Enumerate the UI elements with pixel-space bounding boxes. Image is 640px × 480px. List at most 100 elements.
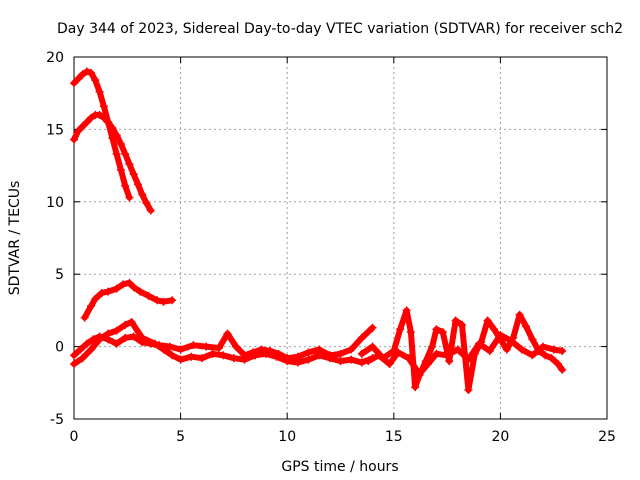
data-point bbox=[404, 354, 413, 363]
data-point bbox=[415, 370, 424, 379]
data-point bbox=[189, 341, 198, 350]
data-point bbox=[146, 206, 155, 215]
data-point bbox=[553, 359, 562, 368]
data-point bbox=[347, 355, 356, 364]
data-point bbox=[541, 351, 550, 360]
data-point bbox=[528, 335, 537, 344]
data-point bbox=[475, 339, 484, 348]
data-point bbox=[423, 359, 432, 368]
data-point bbox=[385, 359, 394, 368]
data-point bbox=[483, 316, 492, 325]
data-point bbox=[142, 199, 151, 208]
data-point bbox=[70, 359, 78, 368]
data-point bbox=[451, 316, 460, 325]
plot-frame bbox=[73, 56, 608, 420]
data-point bbox=[202, 342, 211, 351]
data-point bbox=[138, 333, 147, 342]
chart-title: Day 344 of 2023, Sidereal Day-to-day VTE… bbox=[57, 21, 623, 37]
data-point bbox=[272, 352, 281, 361]
data-point bbox=[87, 302, 96, 311]
data-point bbox=[91, 294, 100, 303]
data-point bbox=[127, 317, 136, 326]
data-point bbox=[153, 296, 162, 305]
data-point bbox=[74, 126, 83, 135]
data-point bbox=[112, 150, 121, 159]
data-point bbox=[159, 345, 168, 354]
data-point bbox=[347, 345, 356, 354]
data-point bbox=[517, 345, 526, 354]
data-point bbox=[99, 113, 108, 122]
data-point bbox=[133, 180, 142, 189]
data-point bbox=[104, 329, 113, 338]
data-point bbox=[223, 329, 232, 338]
data-point bbox=[496, 331, 505, 340]
series-track-c bbox=[80, 278, 177, 322]
data-point bbox=[95, 335, 104, 344]
data-point bbox=[528, 351, 537, 360]
data-point bbox=[208, 349, 217, 358]
data-point bbox=[458, 320, 467, 329]
x-tick-label: 20 bbox=[491, 429, 509, 445]
data-point bbox=[304, 348, 313, 357]
data-point bbox=[74, 74, 83, 83]
data-point bbox=[261, 349, 270, 358]
data-point bbox=[108, 123, 117, 132]
data-point bbox=[368, 342, 377, 351]
series-track-d bbox=[70, 323, 377, 363]
data-point bbox=[558, 365, 567, 374]
data-point bbox=[176, 355, 185, 364]
series-track-g bbox=[364, 331, 567, 379]
series-track-e bbox=[70, 317, 377, 368]
data-point bbox=[112, 339, 121, 348]
data-point bbox=[82, 67, 91, 76]
data-point bbox=[151, 339, 160, 348]
y-tick-label: 0 bbox=[55, 340, 64, 356]
axis-ticks: 0 5 10 15 20 25 -5 0 5 10 15 20 bbox=[46, 50, 616, 445]
data-point bbox=[70, 135, 78, 144]
data-point bbox=[490, 325, 499, 334]
data-point bbox=[304, 355, 313, 364]
data-point bbox=[165, 342, 174, 351]
series-line bbox=[71, 68, 133, 201]
data-point bbox=[428, 342, 437, 351]
data-point bbox=[176, 345, 185, 354]
data-point bbox=[336, 349, 345, 358]
data-point bbox=[129, 332, 138, 341]
data-point bbox=[70, 79, 78, 88]
data-point bbox=[240, 355, 249, 364]
data-point bbox=[125, 278, 134, 287]
data-point bbox=[125, 193, 134, 202]
data-point bbox=[219, 351, 228, 360]
data-point bbox=[87, 68, 96, 77]
data-point bbox=[82, 339, 91, 348]
data-point bbox=[549, 345, 558, 354]
data-point bbox=[125, 160, 134, 169]
data-point bbox=[80, 313, 89, 322]
data-point bbox=[521, 322, 530, 331]
data-point bbox=[251, 351, 260, 360]
data-point bbox=[138, 190, 147, 199]
data-point bbox=[357, 333, 366, 342]
data-point bbox=[336, 357, 345, 366]
data-point bbox=[232, 342, 241, 351]
data-point bbox=[547, 354, 556, 363]
data-point bbox=[121, 320, 130, 329]
data-point bbox=[411, 383, 420, 392]
data-point bbox=[485, 346, 494, 355]
data-point bbox=[87, 345, 96, 354]
data-point bbox=[112, 326, 121, 335]
data-point bbox=[374, 351, 383, 360]
data-point bbox=[82, 118, 91, 127]
data-point bbox=[87, 113, 96, 122]
data-point bbox=[144, 291, 153, 300]
y-tick-label: 20 bbox=[46, 50, 64, 66]
y-axis-label: SDTVAR / TECUs bbox=[7, 181, 23, 296]
data-point bbox=[159, 297, 168, 306]
x-axis-label: GPS time / hours bbox=[281, 459, 398, 475]
data-point bbox=[325, 354, 334, 363]
data-point bbox=[121, 181, 130, 190]
data-point bbox=[432, 349, 441, 358]
data-point bbox=[364, 357, 373, 366]
x-tick-label: 0 bbox=[70, 429, 79, 445]
